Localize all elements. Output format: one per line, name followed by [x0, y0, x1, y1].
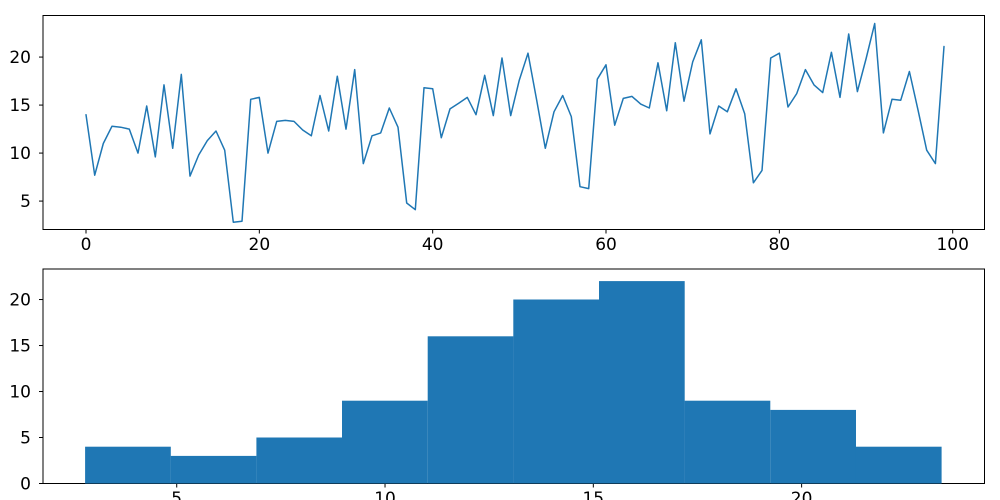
hist-bar [427, 336, 514, 484]
y-tick-label: 15 [9, 337, 31, 357]
x-tick-label: 40 [422, 235, 444, 255]
hist-bar [256, 437, 343, 484]
x-tick-label: 15 [582, 489, 604, 500]
x-tick-label: 60 [595, 235, 617, 255]
hist-bar [85, 446, 171, 484]
line-plot-axes: 0 20 40 60 80 100 5 10 15 20 [9, 15, 985, 255]
hist-bar [599, 281, 685, 484]
axes-spines [42, 15, 985, 230]
x-tick-label: 100 [936, 235, 968, 255]
line-series [85, 22, 945, 223]
y-tick-label: 5 [20, 429, 31, 449]
x-tick-label: 80 [769, 235, 791, 255]
y-tick-label: 20 [9, 291, 31, 311]
x-tick-label: 20 [791, 489, 813, 500]
hist-bar [770, 409, 856, 484]
y-tick-label: 10 [9, 383, 31, 403]
hist-bar [684, 400, 771, 484]
hist-bar [170, 455, 257, 484]
x-tick-label: 10 [374, 489, 396, 500]
histogram-axes: 5 10 15 20 0 5 10 15 20 [9, 268, 985, 500]
x-tick-label: 20 [249, 235, 271, 255]
y-tick-label: 10 [9, 144, 31, 164]
x-tick-label: 5 [171, 489, 182, 500]
hist-bar [855, 446, 942, 484]
hist-bar [342, 400, 428, 484]
y-tick-label: 15 [9, 96, 31, 116]
y-tick-label: 5 [20, 192, 31, 212]
x-tick-label: 0 [81, 235, 92, 255]
y-tick-label: 0 [20, 475, 31, 495]
y-tick-label: 20 [9, 48, 31, 68]
hist-bar [513, 299, 599, 484]
